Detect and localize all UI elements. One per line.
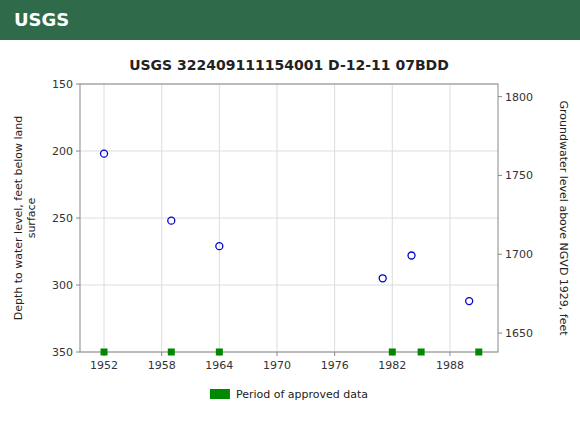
- square-point: [101, 349, 108, 356]
- title: USGS 322409111154001 D-12-11 07BDD: [129, 57, 449, 73]
- series: [101, 349, 483, 356]
- y2-tick-label: 1700: [505, 248, 533, 261]
- x-tick-label: 1988: [436, 359, 464, 372]
- y-axis-label-line: Depth to water level, feet below land: [12, 116, 25, 321]
- y-tick: [76, 352, 80, 353]
- circle-point: [168, 217, 175, 224]
- x-tick-label: 1970: [263, 359, 291, 372]
- y2-tick-label: 1650: [505, 327, 533, 340]
- y2-tick: [498, 254, 502, 255]
- y-axis-label: Depth to water level, feet below landsur…: [12, 116, 38, 321]
- grid: [80, 84, 498, 352]
- x-tick: [449, 352, 450, 356]
- series: [101, 150, 473, 304]
- y2-axis-label: Groundwater level above NGVD 1929, feet: [557, 100, 570, 336]
- circle-point: [466, 298, 473, 305]
- circle-point: [408, 252, 415, 259]
- y-tick: [76, 151, 80, 152]
- plot-background: [80, 84, 498, 352]
- x-tick: [334, 352, 335, 356]
- y-tick-label: 200: [52, 145, 73, 158]
- y2-tick: [498, 96, 502, 97]
- grid-line-y: [80, 285, 498, 286]
- plot-frame: [80, 84, 498, 352]
- y2-tick: [498, 333, 502, 334]
- x-tick: [276, 352, 277, 356]
- legend-swatch: [210, 389, 230, 399]
- y-tick: [76, 84, 80, 85]
- x-tick-label: 1952: [90, 359, 118, 372]
- header-text: USGS: [14, 9, 69, 30]
- x-tick-label: 1976: [321, 359, 349, 372]
- chart: USGS USGS 322409111154001 D-12-11 07BDD 19…: [0, 0, 580, 430]
- square-point: [475, 349, 482, 356]
- y2-tick-label: 1800: [505, 91, 533, 104]
- circle-point: [379, 275, 386, 282]
- circle-point: [216, 243, 223, 250]
- legend: Period of approved data: [210, 388, 368, 401]
- square-point: [168, 349, 175, 356]
- square-point: [389, 349, 396, 356]
- axes: 1952 1958 1964 1970 1976 1982 1988 150 200 250 300…: [52, 78, 533, 372]
- legend-label: Period of approved data: [236, 388, 368, 401]
- y-axis-label-line: surface: [25, 197, 38, 238]
- circle-point: [101, 150, 108, 157]
- y-tick-label: 350: [52, 346, 73, 359]
- x-tick: [161, 352, 162, 356]
- legend-item: Period of approved data: [210, 388, 368, 401]
- x-tick-label: 1982: [378, 359, 406, 372]
- y-tick: [76, 285, 80, 286]
- y-tick-label: 300: [52, 279, 73, 292]
- y2-tick-label: 1750: [505, 169, 533, 182]
- grid-line-y: [80, 218, 498, 219]
- square-point: [216, 349, 223, 356]
- data: [101, 150, 483, 355]
- header-bar: [0, 0, 580, 40]
- y2-tick: [498, 175, 502, 176]
- x-tick-label: 1964: [205, 359, 233, 372]
- grid-line-y: [80, 151, 498, 152]
- x-tick-label: 1958: [148, 359, 176, 372]
- y-tick: [76, 218, 80, 219]
- square-point: [418, 349, 425, 356]
- y-tick-label: 250: [52, 212, 73, 225]
- y-tick-label: 150: [52, 78, 73, 91]
